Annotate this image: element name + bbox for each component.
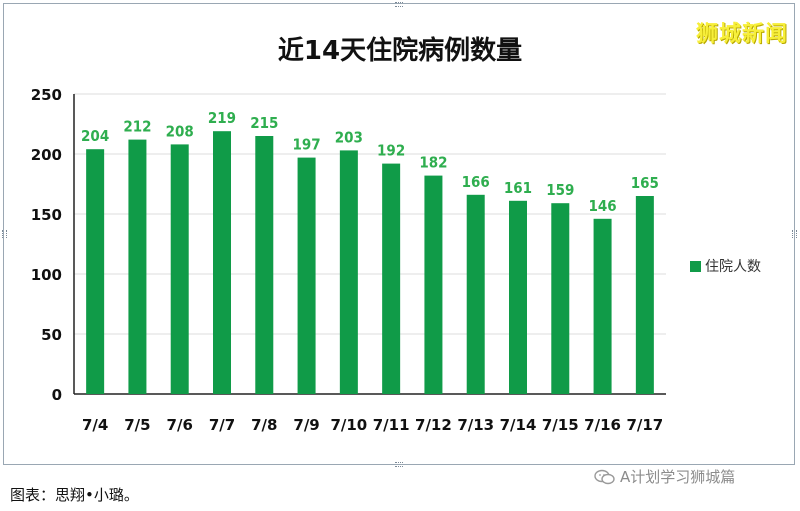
x-tick-label: 7/17 [626,416,663,434]
data-label: 208 [166,122,194,140]
y-tick-label: 50 [41,326,62,344]
y-tick-label: 200 [31,146,62,164]
data-label: 197 [292,136,320,154]
data-label: 161 [504,179,532,197]
x-tick-label: 7/16 [584,416,621,434]
resize-handle-top[interactable] [395,2,403,7]
wechat-icon [594,469,616,485]
data-label: 146 [588,197,616,215]
bar [170,144,189,394]
x-tick-label: 7/13 [457,416,494,434]
bar [297,157,316,394]
data-label: 165 [631,174,659,192]
watermark-logo: 狮城新闻 [695,22,788,47]
data-label: 204 [81,127,109,145]
bar [213,131,231,394]
source-footer: A计划学习狮城篇 [594,466,735,487]
data-label: 159 [546,181,574,199]
x-tick-label: 7/10 [330,416,367,434]
x-tick-label: 7/12 [415,416,452,434]
bar [424,175,443,394]
x-tick-label: 7/4 [82,416,108,434]
x-tick-label: 7/6 [167,416,193,434]
legend-swatch [690,260,701,272]
bar [382,163,401,394]
x-tick-label: 7/15 [542,416,579,434]
y-tick-label: 0 [52,386,62,404]
chart-frame [3,3,795,465]
bar [128,139,147,394]
data-label: 166 [462,173,490,191]
bar [635,196,654,394]
source-footer-text: A计划学习狮城篇 [620,468,736,486]
caption: 图表：思翔•小璐。 [10,486,139,504]
data-label: 212 [123,118,151,136]
bar [255,136,274,394]
data-label: 215 [250,114,278,132]
bar [593,218,612,394]
bar-chart: 0 50 100 150 200 250 204 7/4 212 7/5 208 7/6 219 7/7 2… [31,86,666,434]
resize-handle-bottom[interactable] [395,462,403,467]
data-label: 219 [208,109,236,127]
x-tick-label: 7/9 [293,416,319,434]
resize-handle-left[interactable] [2,230,7,238]
x-tick-label: 7/11 [373,416,410,434]
legend-label: 住院人数 [705,259,761,275]
y-tick-label: 150 [31,206,62,224]
bar [551,203,570,394]
x-tick-label: 7/7 [209,416,235,434]
bar [86,149,105,394]
legend: 住院人数 [690,256,761,276]
bar [339,150,358,394]
data-label: 203 [335,128,363,146]
data-label: 182 [419,154,447,172]
x-tick-label: 7/8 [251,416,277,434]
data-label: 192 [377,142,405,160]
x-tick-label: 7/14 [500,416,537,434]
x-tick-label: 7/5 [124,416,150,434]
y-tick-label: 100 [31,266,62,284]
chart-title: 近14天住院病例数量 [277,36,523,66]
bar [466,194,485,394]
y-tick-label: 250 [31,86,62,104]
bar [509,200,527,394]
resize-handle-right[interactable] [792,230,797,238]
